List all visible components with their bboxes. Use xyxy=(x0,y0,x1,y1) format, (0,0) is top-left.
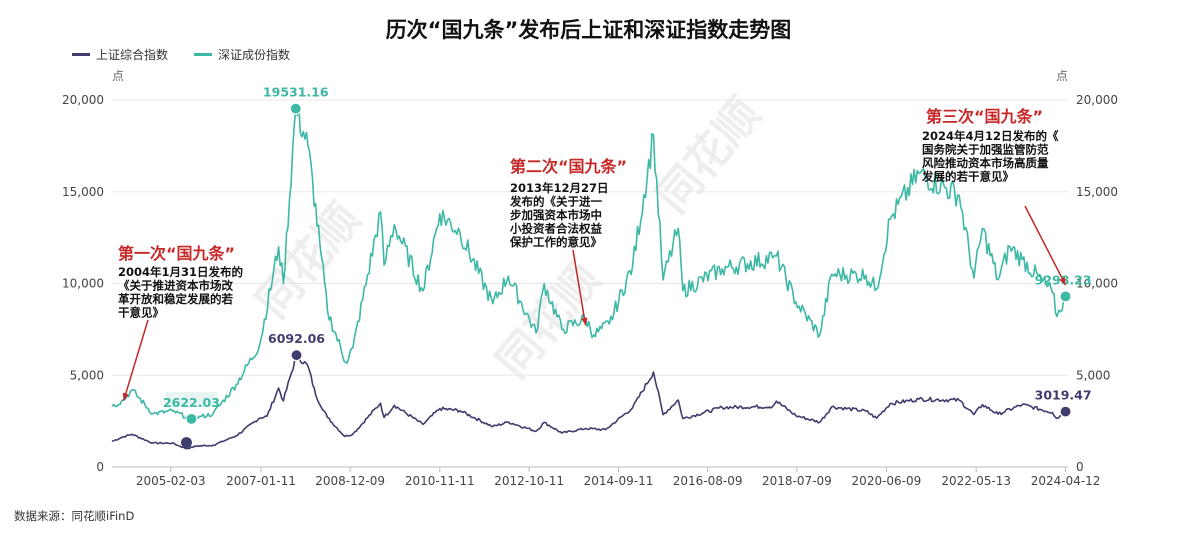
x-tick-label: 2005-02-03 xyxy=(136,474,206,488)
data-label: 6092.06 xyxy=(268,331,325,346)
data-label: 3019.47 xyxy=(1035,388,1092,403)
x-tick-label: 2007-01-11 xyxy=(226,474,296,488)
watermark-1: 同花顺 xyxy=(487,254,611,388)
x-tick-label: 2020-06-09 xyxy=(852,474,922,488)
data-point-marker xyxy=(1059,290,1072,303)
annotation-text: 干意见》 xyxy=(118,306,164,320)
annotation-text: 2024年4月12日发布的《 xyxy=(922,129,1059,143)
data-label: 19531.16 xyxy=(263,85,329,100)
annotation-text: 2004年1月31日发布的 xyxy=(118,265,243,279)
legend: 上证综合指数 深证成份指数 xyxy=(72,46,290,63)
x-tick-label: 2014-09-11 xyxy=(584,474,654,488)
annotation-text: 2013年12月27日 xyxy=(510,181,609,195)
legend-label-shenzhen: 深证成份指数 xyxy=(218,48,291,62)
annotation-text: 革开放和稳定发展的若 xyxy=(118,292,233,306)
series-line-shenzhen xyxy=(111,103,1067,421)
annotation-text: 小投资者合法权益 xyxy=(509,222,602,236)
y-axis-unit-left: 点 xyxy=(112,69,124,83)
x-tick-label: 2016-08-09 xyxy=(673,474,743,488)
x-tick-label: 2022-05-13 xyxy=(941,474,1011,488)
data-source: 数据来源：同花顺iFinD xyxy=(14,509,135,523)
legend-label-shanghai: 上证综合指数 xyxy=(96,48,169,62)
x-tick-label: 2018-07-09 xyxy=(762,474,832,488)
watermark-2: 同花顺 xyxy=(647,89,771,223)
watermark-0: 同花顺 xyxy=(247,194,371,328)
y-tick-label-right: 20,000 xyxy=(1076,93,1118,107)
x-tick-label: 2024-04-12 xyxy=(1031,474,1101,488)
data-point-marker xyxy=(1059,405,1072,418)
y-tick-label-right: 0 xyxy=(1076,460,1084,474)
data-point-marker xyxy=(289,102,302,115)
y-tick-label-right: 5,000 xyxy=(1076,368,1110,382)
data-label-bg xyxy=(165,391,218,407)
y-tick-label-right: 10,000 xyxy=(1076,277,1118,291)
annotation-text: 《关于推进资本市场改 xyxy=(118,279,233,293)
x-tick-label: 2008-12-09 xyxy=(315,474,385,488)
y-tick-label-left: 5,000 xyxy=(70,368,104,382)
chart-title: 历次“国九条”发布后上证和深证指数走势图 xyxy=(385,18,792,42)
annotation-arrow xyxy=(572,249,587,326)
annotation-text: 步加强资本市场中 xyxy=(510,208,602,222)
annotation-text: 发展的若干意见》 xyxy=(921,170,1014,184)
annotation-title: 第二次“国九条” xyxy=(510,157,627,176)
y-tick-label-right: 15,000 xyxy=(1076,185,1118,199)
data-point-marker xyxy=(185,412,198,425)
y-tick-label-left: 0 xyxy=(96,460,104,474)
annotation-arrowhead xyxy=(1059,277,1066,286)
annotation-text: 保护工作的意见》 xyxy=(509,235,602,249)
y-tick-label-left: 10,000 xyxy=(62,277,104,291)
annotation-arrowhead xyxy=(581,317,588,326)
x-tick-label: 2012-10-11 xyxy=(494,474,564,488)
data-label: 2622.03 xyxy=(163,395,220,410)
min-point-marker xyxy=(180,437,192,449)
series-line-shanghai xyxy=(111,353,1067,450)
annotation-title: 第一次“国九条” xyxy=(118,244,235,263)
x-tick-label: 2010-11-11 xyxy=(405,474,475,488)
y-axis-unit-right: 点 xyxy=(1056,69,1068,83)
legend-swatch-shenzhen xyxy=(194,53,213,56)
annotation-arrow xyxy=(1024,205,1067,286)
data-point-marker xyxy=(290,349,303,362)
y-tick-label-left: 15,000 xyxy=(62,185,104,199)
annotation-text: 发布的《关于进一 xyxy=(509,195,602,209)
annotation-title: 第三次“国九条” xyxy=(926,107,1043,126)
legend-swatch-shanghai xyxy=(72,53,90,56)
y-tick-label-left: 20,000 xyxy=(62,93,104,107)
annotation-arrowhead xyxy=(122,392,129,401)
annotation-text: 国务院关于加强监管防范 xyxy=(922,143,1049,157)
annotation-text: 风险推动资本市场高质量 xyxy=(922,156,1049,170)
legend-item-shenzhen[interactable]: 深证成份指数 xyxy=(194,46,290,63)
annotation-arrow xyxy=(122,319,149,401)
legend-item-shanghai[interactable]: 上证综合指数 xyxy=(72,46,168,63)
